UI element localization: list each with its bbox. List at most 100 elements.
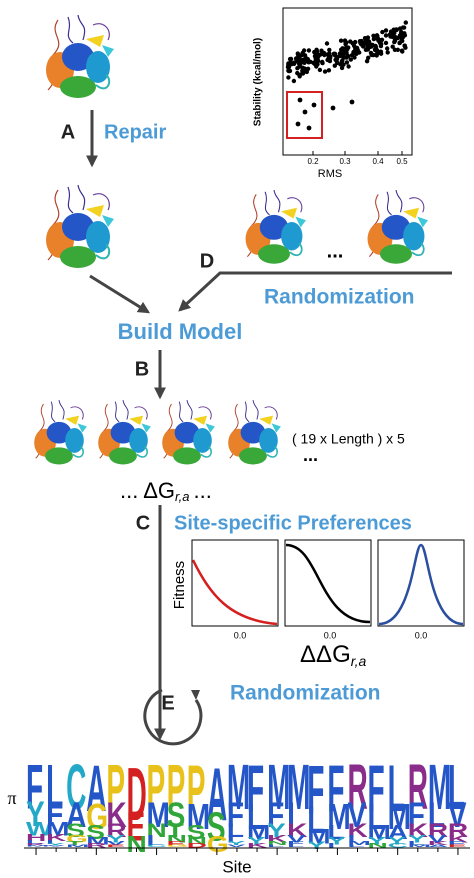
logo-letter: C bbox=[147, 844, 167, 848]
logo-y-label: π bbox=[7, 788, 16, 808]
scatter-dot bbox=[327, 51, 332, 56]
scatter-dot bbox=[369, 52, 374, 58]
logo-letter: S bbox=[187, 822, 206, 844]
scatter-dot bbox=[332, 63, 337, 68]
scatter-dot bbox=[341, 55, 346, 60]
logo-letter: V bbox=[287, 833, 306, 845]
logo-letter: C bbox=[66, 751, 86, 824]
logo-letter: M bbox=[368, 822, 391, 844]
scatter-dot bbox=[320, 59, 325, 65]
logo-letter: K bbox=[347, 820, 368, 842]
scatter-dot bbox=[327, 47, 332, 53]
logo-letter: K bbox=[46, 832, 67, 843]
scatter-dot bbox=[286, 75, 291, 80]
inset-x-tick: 0.2 bbox=[307, 157, 319, 166]
scatter-dot bbox=[365, 44, 370, 50]
scatter-dot bbox=[366, 55, 371, 60]
scatter-dot bbox=[288, 56, 294, 62]
logo-letter: V bbox=[448, 795, 467, 835]
scatter-dot bbox=[291, 78, 297, 84]
logo-letter: T bbox=[66, 840, 84, 846]
logo-letter: W bbox=[26, 819, 53, 841]
logo-letter: C bbox=[388, 843, 409, 850]
logo-letter: Y bbox=[247, 835, 266, 847]
logo-letter: M bbox=[147, 795, 170, 835]
logo-letter: P bbox=[147, 751, 166, 824]
protein-structure bbox=[97, 400, 152, 466]
logo-letter: Y bbox=[46, 843, 65, 847]
scatter-dot bbox=[322, 51, 327, 56]
scatter-dot bbox=[322, 69, 328, 74]
scatter-dot bbox=[338, 38, 344, 43]
logo-letter: N bbox=[126, 832, 146, 857]
scatter-dot bbox=[346, 64, 351, 69]
logo-letter: F bbox=[46, 794, 63, 834]
logo-letter: R bbox=[347, 751, 367, 824]
arrow-head bbox=[191, 690, 200, 700]
logo-letter: M bbox=[347, 840, 370, 846]
logo-letter: L bbox=[408, 840, 425, 846]
logo-letter: F bbox=[227, 795, 244, 835]
logo-letter: L bbox=[267, 844, 284, 848]
fitness-x-label: ΔΔGr,a bbox=[300, 641, 367, 668]
scatter-dot bbox=[324, 41, 330, 46]
scatter-dot bbox=[394, 27, 399, 33]
scatter-dot bbox=[333, 57, 338, 62]
logo-letter: S bbox=[86, 822, 105, 844]
sequence-logo: FYWHLKMLFMKIYVCASGTMAGSMRPKRYVEDENPMNILC… bbox=[26, 751, 469, 857]
logo-letter: L bbox=[368, 797, 385, 837]
step-label: Site-specific Preferences bbox=[174, 512, 412, 534]
logo-letter: M bbox=[46, 819, 69, 841]
logo-letter: M bbox=[388, 797, 411, 837]
logo-letter: L bbox=[46, 753, 63, 823]
logo-letter: Y bbox=[106, 833, 125, 845]
scatter-dot bbox=[371, 33, 376, 38]
scatter-dot bbox=[388, 34, 393, 39]
logo-letter: M bbox=[428, 751, 451, 824]
fitness-panel bbox=[377, 539, 465, 627]
ddg-subscript: r,a bbox=[351, 653, 367, 669]
scatter-dot bbox=[402, 43, 407, 48]
logo-letter: M bbox=[247, 822, 270, 844]
logo-letter: M bbox=[26, 845, 49, 847]
logo-letter: I bbox=[227, 833, 235, 845]
fitness-x-tick: 0.0 bbox=[234, 630, 247, 640]
inset-x-tick: 0.4 bbox=[372, 157, 384, 166]
logo-letter: L bbox=[448, 751, 465, 824]
inset-x-label: RMS bbox=[318, 168, 342, 180]
step-label: Randomization bbox=[264, 286, 415, 309]
scatter-dot bbox=[314, 47, 319, 52]
scatter-dot bbox=[379, 37, 385, 42]
step-letter: D bbox=[200, 250, 214, 272]
logo-letter: P bbox=[167, 751, 186, 824]
logo-letter: T bbox=[167, 820, 184, 842]
logo-letter: L bbox=[247, 797, 264, 837]
protein-structure bbox=[45, 185, 115, 269]
scatter-dot bbox=[297, 64, 303, 69]
energy-symbol: ... ΔG bbox=[120, 478, 175, 503]
logo-letter: N bbox=[167, 833, 187, 845]
scatter-dot bbox=[341, 51, 347, 56]
scatter-dot bbox=[315, 52, 320, 57]
logo-letter: A bbox=[388, 822, 408, 844]
scatter-dot bbox=[343, 40, 348, 45]
logo-letter: Y bbox=[368, 835, 387, 847]
logo-letter: V bbox=[347, 795, 366, 835]
logo-letter: M bbox=[307, 826, 330, 849]
logo-letter: L bbox=[227, 820, 244, 842]
logo-letter: A bbox=[86, 751, 106, 825]
scatter-dot bbox=[403, 20, 408, 25]
logo-letter: G bbox=[207, 832, 229, 857]
scatter-dot bbox=[348, 39, 353, 44]
arrow bbox=[89, 274, 151, 314]
scatter-dot bbox=[286, 68, 291, 73]
logo-letter: F bbox=[408, 795, 425, 835]
logo-letter: E bbox=[167, 840, 186, 846]
scatter-dot bbox=[341, 62, 346, 67]
logo-letter: I bbox=[327, 843, 335, 850]
logo-letter: F bbox=[327, 751, 344, 825]
fitness-curve bbox=[378, 543, 464, 626]
logo-letter: Y bbox=[307, 839, 326, 852]
logo-letter: R bbox=[106, 820, 126, 842]
